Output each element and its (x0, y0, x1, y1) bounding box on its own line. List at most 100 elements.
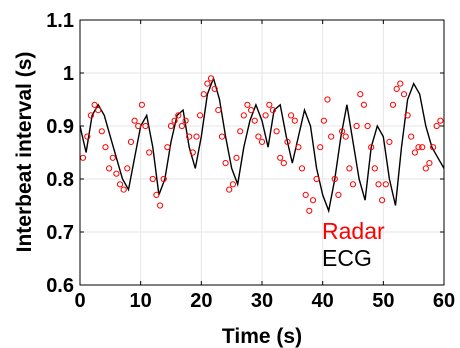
radar-point (255, 133, 262, 140)
radar-point (131, 117, 138, 124)
radar-point (371, 165, 378, 172)
radar-point (324, 96, 331, 103)
radar-point (415, 144, 422, 151)
radar-point (248, 107, 255, 114)
radar-point (309, 197, 317, 204)
radar-point (175, 112, 182, 119)
radar-point (364, 122, 371, 130)
radar-point (146, 149, 153, 156)
radar-point (120, 186, 127, 193)
radar-point (313, 175, 320, 183)
radar-point (226, 186, 233, 193)
radar-point (393, 85, 400, 93)
radar-point (153, 191, 160, 198)
radar-point (368, 144, 375, 151)
radar-point (295, 144, 302, 151)
radar-point (433, 122, 440, 130)
radar-point (91, 101, 98, 108)
radar-point (258, 138, 266, 145)
radar-point (240, 112, 247, 119)
x-tick-label: 30 (251, 290, 273, 312)
radar-point (426, 160, 433, 167)
radar-point (357, 91, 364, 98)
radar-point (102, 144, 109, 151)
radar-point (207, 75, 215, 82)
radar-point (109, 154, 116, 161)
radar-point (328, 133, 335, 140)
radar-point (419, 144, 426, 151)
radar-point (346, 165, 353, 172)
radar-point (331, 175, 338, 183)
radar-point (349, 181, 357, 188)
x-tick-labels: 0 10 20 30 40 50 60 (74, 290, 455, 312)
radar-point (127, 138, 135, 145)
radar-point (280, 160, 287, 167)
x-tick-label: 50 (372, 290, 394, 312)
radar-point (342, 133, 349, 140)
radar-point (269, 107, 276, 114)
radar-point (197, 112, 204, 119)
radar-point (400, 91, 408, 98)
radar-point (95, 107, 102, 114)
radar-point (266, 101, 273, 108)
y-axis-label: Interbeat interval (s) (13, 52, 36, 253)
legend-radar: Radar (322, 218, 385, 244)
x-tick-label: 20 (190, 290, 212, 312)
radar-point (189, 149, 196, 156)
radar-point (288, 112, 295, 119)
y-tick-labels: 0.6 0.7 0.8 0.9 1 1.1 (46, 10, 74, 297)
x-tick-label: 40 (312, 290, 334, 312)
radar-point (84, 133, 91, 140)
radar-point (222, 160, 229, 167)
radar-point (215, 107, 222, 114)
radar-point (397, 80, 404, 87)
radar-point (262, 112, 269, 119)
radar-point (182, 117, 189, 124)
radar-point (87, 112, 95, 119)
radar-point (273, 128, 280, 135)
radar-point (404, 112, 411, 119)
radar-point (186, 133, 193, 140)
radar-point (160, 175, 167, 183)
x-axis-label: Time (s) (222, 325, 302, 348)
radar-point (244, 101, 251, 108)
radar-point (251, 117, 258, 124)
radar-point (339, 128, 346, 135)
radar-point (157, 202, 164, 209)
radar-point (411, 149, 418, 156)
radar-point (422, 165, 429, 172)
radar-point (200, 91, 207, 98)
radar-point (389, 101, 397, 108)
radar-point (164, 144, 171, 151)
radar-point (149, 175, 156, 183)
radar-point (437, 117, 444, 124)
radar-point (113, 170, 120, 177)
radar-point (430, 144, 437, 151)
y-tick-label: 1 (63, 63, 74, 85)
radar-point (408, 133, 415, 140)
radar-point (233, 154, 240, 161)
x-tick-label: 10 (130, 290, 152, 312)
radar-point (320, 117, 327, 124)
x-tick-label: 0 (74, 290, 85, 312)
y-tick-label: 0.9 (46, 116, 74, 138)
radar-point (335, 191, 342, 198)
radar-point (193, 133, 200, 140)
radar-point (229, 181, 236, 188)
x-tick-label: 60 (433, 290, 455, 312)
radar-point (317, 144, 324, 151)
radar-point (360, 101, 367, 108)
radar-point (167, 122, 175, 130)
radar-point (386, 138, 393, 145)
radar-point (211, 85, 218, 93)
y-tick-label: 0.8 (46, 169, 74, 191)
radar-point (204, 80, 211, 87)
radar-point (116, 181, 124, 188)
radar-series (79, 75, 444, 214)
radar-point (218, 133, 226, 140)
legend-ecg: ECG (322, 245, 372, 271)
radar-point (306, 207, 313, 214)
radar-point (98, 128, 105, 135)
y-tick-label: 1.1 (46, 10, 74, 32)
